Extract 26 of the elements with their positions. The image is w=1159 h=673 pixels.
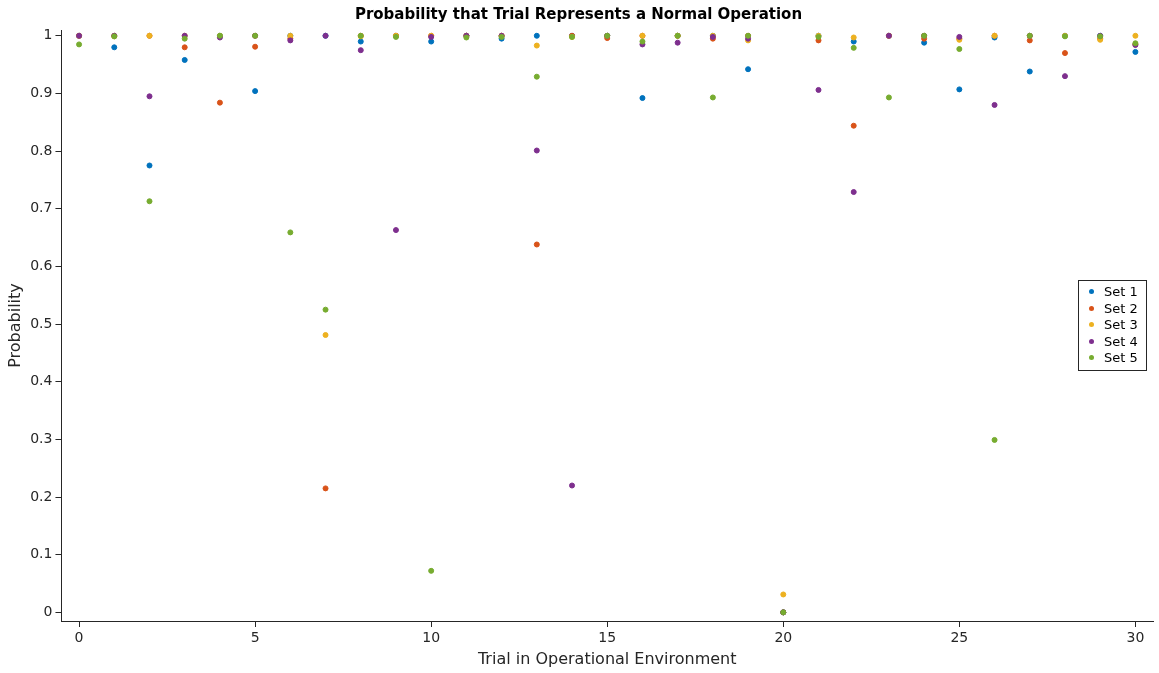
y-tick-label: 0.5 bbox=[30, 314, 53, 331]
y-tick-label: 0.4 bbox=[30, 372, 53, 389]
y-tick-label: 0.2 bbox=[30, 487, 53, 504]
x-tick-label: 15 bbox=[598, 629, 617, 646]
legend-label: Set 3 bbox=[1104, 317, 1138, 332]
legend-label: Set 1 bbox=[1104, 284, 1138, 299]
y-tick-label: 0 bbox=[43, 602, 53, 619]
y-axis-title: Probability bbox=[4, 283, 24, 368]
x-tick-label: 30 bbox=[1126, 629, 1145, 646]
y-tick-label: 1 bbox=[43, 26, 53, 43]
y-tick-label: 0.8 bbox=[30, 141, 53, 158]
legend-label: Set 5 bbox=[1104, 350, 1138, 365]
legend-label: Set 2 bbox=[1104, 300, 1138, 316]
legend-label: Set 4 bbox=[1104, 333, 1138, 349]
y-tick-label: 0.1 bbox=[30, 545, 53, 562]
x-axis-title: Trial in Operational Environment bbox=[476, 648, 737, 668]
x-tick-label: 5 bbox=[250, 629, 260, 646]
x-tick-label: 20 bbox=[774, 629, 793, 646]
y-tick-label: 0.9 bbox=[30, 84, 53, 101]
chart-title: Probability that Trial Represents a Normal Operation bbox=[354, 4, 803, 23]
y-tick-label: 0.3 bbox=[30, 430, 53, 447]
y-tick-label: 0.7 bbox=[30, 199, 53, 216]
x-tick-label: 10 bbox=[422, 629, 441, 646]
x-tick-label: 25 bbox=[950, 629, 969, 646]
x-tick-label: 0 bbox=[74, 629, 84, 646]
y-tick-label: 0.6 bbox=[30, 257, 53, 274]
